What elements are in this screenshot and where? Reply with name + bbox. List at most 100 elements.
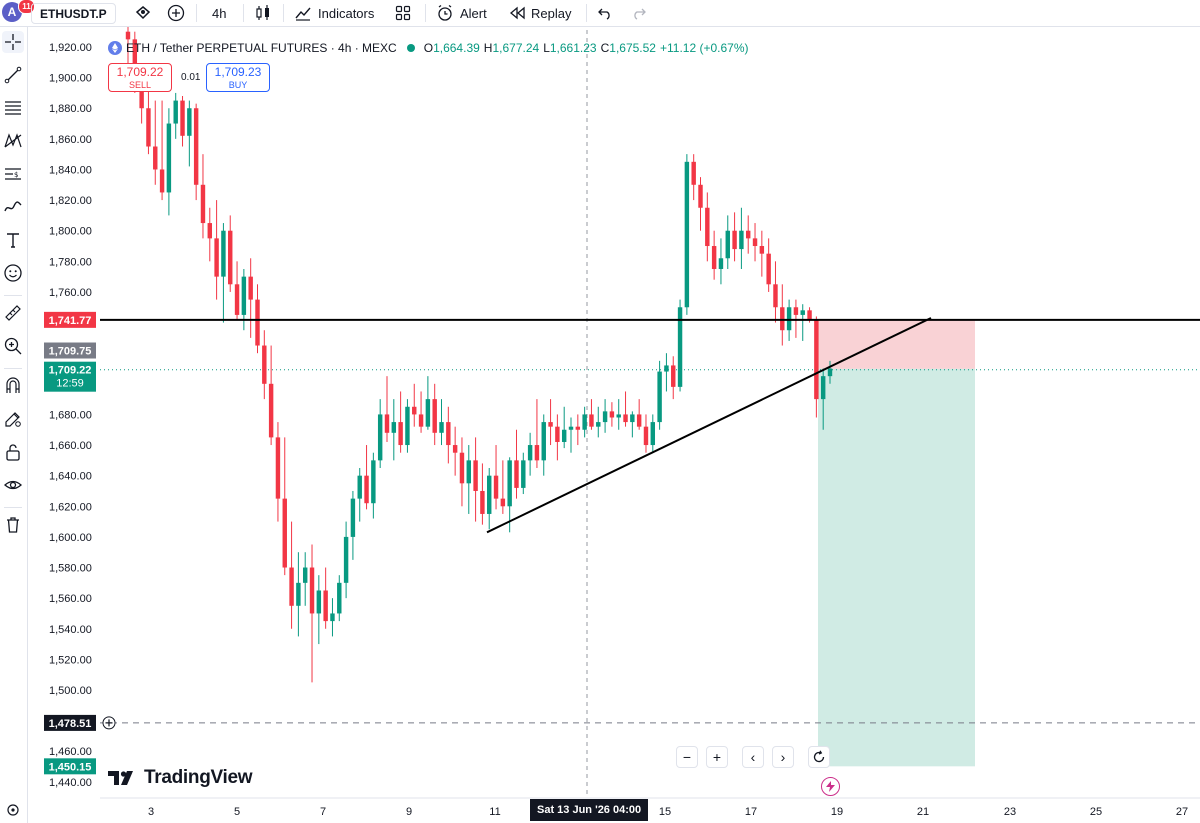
time-axis-tick: 27 — [1176, 806, 1188, 818]
price-axis-tick: 1,880.00 — [49, 103, 92, 115]
object-tree-gear-icon[interactable] — [2, 799, 24, 821]
magnet-icon[interactable] — [2, 375, 24, 397]
hide-drawings-eye-icon[interactable] — [2, 474, 24, 496]
candle-body — [568, 426, 574, 430]
candle-body — [207, 223, 213, 239]
drawing-toolbar: $ — [0, 27, 28, 823]
time-axis-tick: 9 — [406, 806, 412, 818]
alert-button[interactable]: Alert — [436, 3, 487, 23]
time-axis-tick: 5 — [234, 806, 240, 818]
reset-chart-refresh-icon[interactable] — [808, 746, 830, 768]
candle-body — [745, 230, 751, 239]
symbol-search-button[interactable]: ETHUSDT.P — [31, 3, 116, 24]
fib-retracement-tool-icon[interactable] — [2, 97, 24, 119]
candle-body — [575, 426, 581, 430]
lock-icon[interactable] — [2, 441, 24, 463]
candle-body — [650, 422, 656, 446]
candle-body — [630, 414, 635, 423]
crosshair-tool-icon[interactable] — [2, 31, 24, 53]
toolbar-divider — [283, 4, 284, 22]
forecasting-tool-icon[interactable]: $ — [2, 163, 24, 185]
candle-body — [636, 414, 642, 427]
ruler-icon[interactable] — [2, 302, 24, 324]
brush-tool-icon[interactable] — [2, 196, 24, 218]
toolbar-divider — [243, 4, 244, 22]
sell-button[interactable]: 1,709.22 SELL — [108, 63, 172, 92]
time-axis-tick: 7 — [320, 806, 326, 818]
lightning-icon[interactable] — [821, 777, 840, 796]
zoom-in-icon[interactable] — [2, 335, 24, 357]
top-toolbar: A 11 ETHUSDT.P 4h Indicators Alert Repla… — [0, 0, 1200, 27]
trendline-drawing[interactable] — [486, 317, 932, 534]
undo-icon[interactable] — [597, 3, 613, 23]
candle-body — [793, 307, 799, 315]
ethereum-icon — [108, 41, 122, 55]
candle-body — [384, 414, 390, 433]
hline-price-label: 1,741.77 — [49, 315, 92, 327]
symbol-title[interactable]: ETH / Tether PERPETUAL FUTURES · 4h · ME… — [126, 41, 397, 55]
trash-icon[interactable] — [2, 514, 24, 536]
candle-body — [357, 475, 362, 499]
price-axis-tick: 1,620.00 — [49, 501, 92, 513]
time-axis-tick: 3 — [148, 806, 154, 818]
indicators-button[interactable]: Indicators — [294, 3, 374, 23]
candle-body — [718, 258, 724, 269]
spread-value: 0.01 — [181, 72, 201, 83]
candle-body — [364, 475, 369, 504]
toolbar-divider — [586, 4, 587, 22]
notification-badge: 11 — [18, 0, 35, 14]
candle-body — [459, 452, 465, 484]
close-label: C — [600, 41, 610, 55]
close-value: 1,675.52 — [609, 41, 656, 55]
zoom-out-button[interactable]: − — [676, 746, 698, 768]
user-avatar[interactable]: A 11 — [2, 0, 35, 22]
price-axis-tick: 1,840.00 — [49, 164, 92, 176]
candle-body — [241, 276, 247, 315]
candle-body — [807, 310, 812, 320]
watchlist-toggle-icon[interactable] — [134, 3, 152, 23]
short-position-reward-zone[interactable] — [818, 368, 975, 767]
replay-button[interactable]: Replay — [509, 3, 571, 23]
price-axis-tick: 1,660.00 — [49, 440, 92, 452]
candle-body — [350, 498, 356, 537]
buy-label: BUY — [228, 80, 248, 90]
tradingview-logo-icon — [108, 771, 133, 785]
redo-icon[interactable] — [631, 3, 647, 23]
text-tool-icon[interactable] — [2, 229, 24, 251]
candle-body — [337, 582, 342, 614]
price-axis-tick: 1,900.00 — [49, 73, 92, 85]
compare-symbol-icon[interactable] — [167, 3, 185, 23]
scroll-left-button[interactable]: ‹ — [742, 746, 764, 768]
high-value: 1,677.24 — [492, 41, 540, 55]
price-axis-tick: 1,440.00 — [49, 777, 92, 789]
candle-body — [166, 123, 172, 193]
alert-label: Alert — [460, 5, 487, 21]
buy-button[interactable]: 1,709.23 BUY — [206, 63, 270, 92]
candle-style-icon[interactable] — [254, 3, 272, 23]
pattern-tool-icon[interactable] — [2, 130, 24, 152]
candle-body — [766, 253, 771, 285]
candle-body — [343, 536, 349, 583]
trend-line-tool-icon[interactable] — [2, 64, 24, 86]
rewind-icon — [509, 6, 525, 20]
candle-body — [302, 567, 308, 583]
zoom-in-button[interactable]: + — [706, 746, 728, 768]
price-axis-tick: 1,600.00 — [49, 532, 92, 544]
time-axis-tick: 25 — [1090, 806, 1102, 818]
candle-body — [759, 246, 765, 254]
emoji-icon[interactable] — [2, 262, 24, 284]
candle-body — [582, 414, 587, 430]
add-alert-plus-icon[interactable] — [105, 719, 113, 727]
stay-in-drawing-mode-icon[interactable] — [2, 408, 24, 430]
interval-button[interactable]: 4h — [212, 5, 227, 21]
candle-body — [521, 460, 526, 488]
price-axis-tick: 1,860.00 — [49, 134, 92, 146]
layouts-grid-icon[interactable] — [395, 3, 411, 23]
candle-body — [677, 307, 683, 387]
candle-body — [527, 445, 533, 461]
candle-body — [711, 246, 717, 269]
scroll-right-button[interactable]: › — [772, 746, 794, 768]
stop-price-label-bg — [44, 714, 96, 731]
tradingview-logo[interactable]: TradingView — [108, 767, 253, 789]
